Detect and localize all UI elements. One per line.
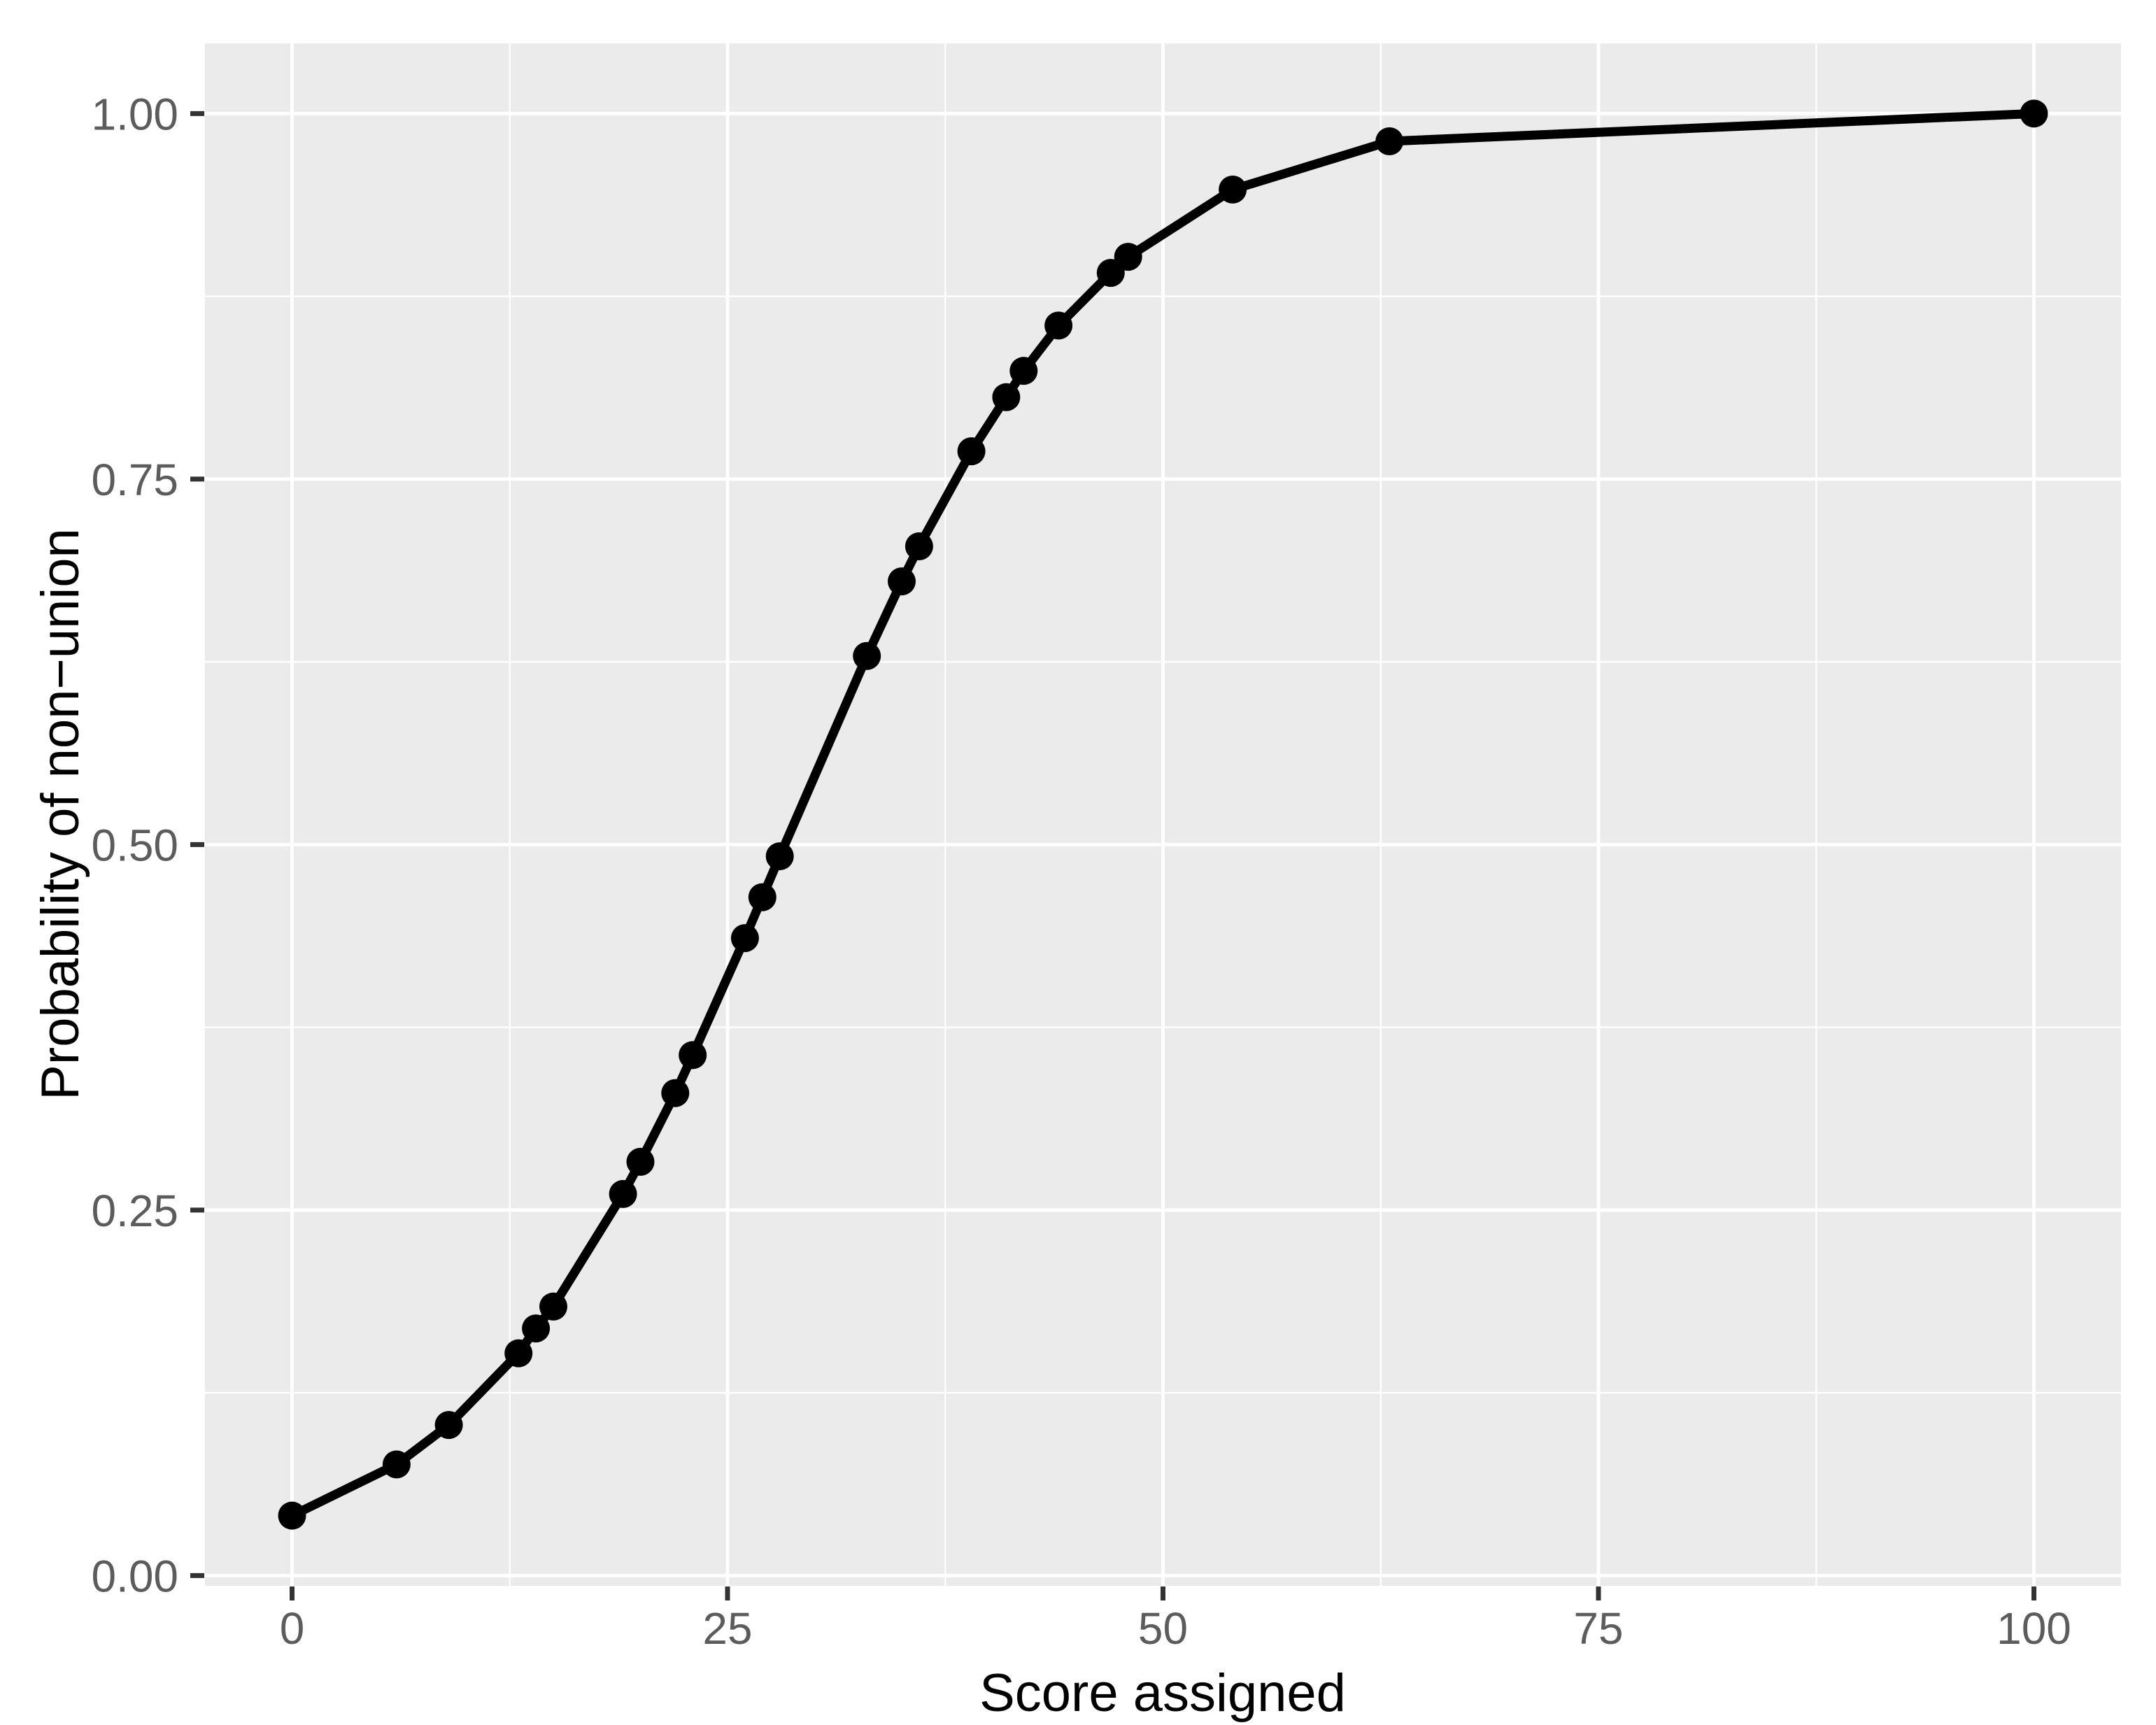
data-point [1375, 127, 1404, 156]
data-series [278, 99, 2048, 1530]
data-point [609, 1179, 637, 1208]
y-axis-tick-labels: 0.00 0.25 0.50 0.75 1.00 [91, 89, 178, 1601]
y-tick-label: 0.75 [91, 455, 178, 505]
x-axis-tick-labels: 0 25 50 75 100 [280, 1603, 2071, 1654]
y-tick-label: 0.25 [91, 1186, 178, 1236]
x-axis-title: Score assigned [979, 1663, 1346, 1723]
data-point [1009, 357, 1038, 385]
axis-tick-marks [190, 111, 2036, 1600]
data-point [278, 1501, 306, 1530]
data-point [748, 883, 776, 911]
data-point [661, 1079, 690, 1107]
data-point [888, 567, 916, 596]
y-tick-label: 0.00 [91, 1551, 178, 1601]
x-tick-label: 25 [702, 1603, 752, 1654]
data-point [992, 383, 1021, 411]
y-axis-title: Probability of non−union [31, 528, 90, 1100]
data-point [679, 1041, 707, 1070]
data-point [522, 1314, 551, 1343]
x-tick-label: 75 [1573, 1603, 1623, 1654]
data-point [626, 1147, 655, 1176]
data-point [765, 842, 794, 871]
data-point [1114, 243, 1142, 271]
y-tick-label: 0.50 [91, 820, 178, 870]
major-gridlines [205, 43, 2121, 1586]
x-tick-label: 50 [1138, 1603, 1188, 1654]
data-point [504, 1339, 533, 1368]
y-tick-label: 1.00 [91, 89, 178, 139]
x-tick-label: 0 [280, 1603, 305, 1654]
data-point [2020, 99, 2048, 128]
data-point [382, 1450, 411, 1479]
data-point [1219, 176, 1247, 204]
data-point [905, 532, 933, 560]
data-point [957, 437, 986, 466]
data-point [853, 641, 881, 670]
data-point [1044, 311, 1073, 340]
data-point [730, 924, 759, 953]
data-point [434, 1411, 463, 1440]
x-tick-label: 100 [1997, 1603, 2071, 1654]
data-point [539, 1292, 567, 1321]
